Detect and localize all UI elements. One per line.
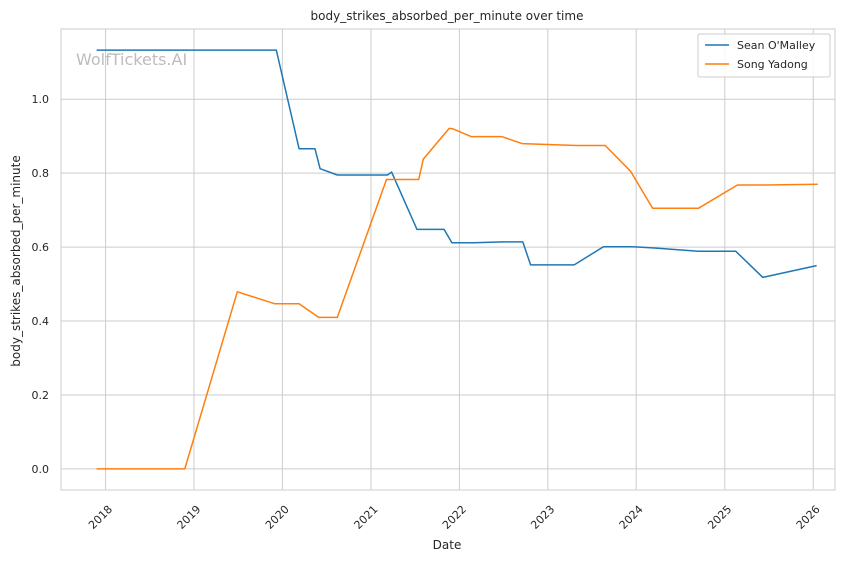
legend-box <box>697 33 831 78</box>
legend: Sean O'Malley Song Yadong <box>697 33 831 78</box>
y-axis-label: body_strikes_absorbed_per_minute <box>9 155 23 366</box>
chart-title: body_strikes_absorbed_per_minute over ti… <box>311 9 584 23</box>
y-tick-label: 0.6 <box>32 241 50 254</box>
watermark: WolfTickets.AI <box>76 50 187 69</box>
series-line-song-yadong <box>96 127 818 470</box>
y-tick-label: 0.0 <box>32 463 50 476</box>
y-tick-label: 0.2 <box>32 389 50 402</box>
legend-label-sean-omalley: Sean O'Malley <box>737 39 816 52</box>
y-axis-ticks: 0.0 0.2 0.4 0.6 0.8 1.0 <box>32 93 50 476</box>
plot-area-frame <box>60 28 836 491</box>
x-axis-label: Date <box>433 538 462 552</box>
legend-label-song-yadong: Song Yadong <box>737 58 808 71</box>
y-tick-label: 0.4 <box>32 315 50 328</box>
series-layer <box>96 49 818 470</box>
y-tick-label: 1.0 <box>32 93 50 106</box>
grid-lines <box>61 29 835 490</box>
series-line-sean-o-malley <box>96 49 817 279</box>
y-tick-label: 0.8 <box>32 167 50 180</box>
